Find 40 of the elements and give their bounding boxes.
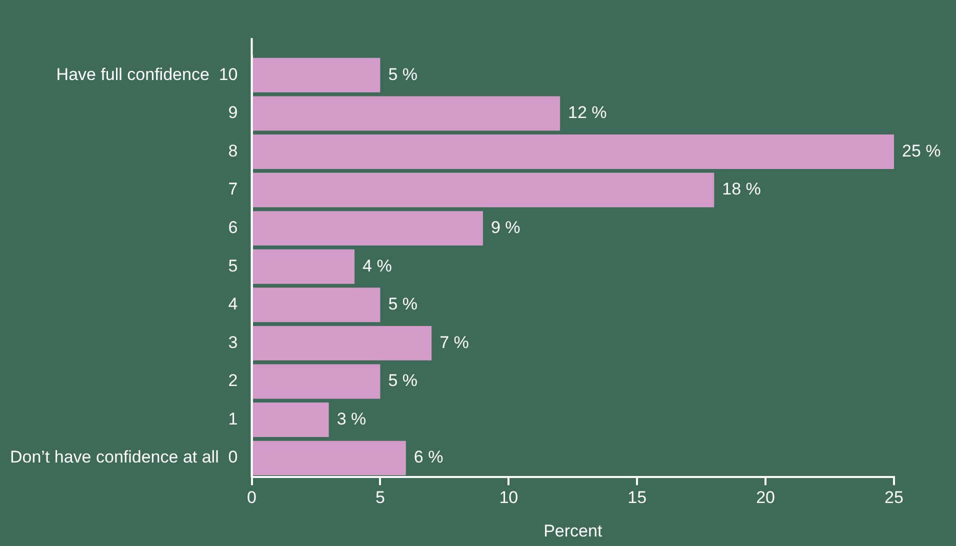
x-tick-label: 15 [628,488,647,508]
x-tick-label: 0 [247,488,256,508]
bar [252,402,329,437]
y-tick-label: 9 [228,103,238,122]
data-label: 5 % [388,294,418,314]
bar [252,364,380,399]
data-label: 5 % [388,64,418,84]
y-tick-label: 1 [228,409,238,428]
bar [252,134,894,169]
data-label: 25 % [902,141,941,160]
y-tick-label: 7 [228,180,238,199]
bar [252,249,355,284]
bar [252,326,432,360]
y-tick-label: Have full confidence 10 [56,64,238,84]
y-tick-label: 8 [228,141,238,160]
y-tick-label: 2 [228,371,238,390]
y-tick-label: Don’t have confidence at all 0 [10,448,238,467]
y-tick-label: 5 [228,256,238,276]
x-tick-label: 5 [375,488,385,508]
data-label: 18 % [722,180,761,199]
x-tick-label: 10 [499,488,518,508]
data-label: 9 % [490,218,520,237]
bar [252,96,560,131]
y-tick-label: 4 [228,294,238,314]
data-label: 6 % [414,448,444,467]
bar [252,58,380,92]
x-tick-label: 25 [884,488,904,508]
bar [252,172,714,208]
y-tick-label: 3 [228,332,238,352]
data-label: 12 % [568,103,607,122]
data-label: 7 % [440,332,469,352]
data-label: 4 % [362,256,392,276]
x-axis-title: Percent [544,521,602,540]
y-tick-label: 6 [228,218,238,237]
bar [252,440,406,476]
bar [252,211,483,246]
data-label: 3 % [336,409,366,428]
data-label: 5 % [388,371,418,390]
x-tick-label: 20 [756,488,776,508]
bar [252,288,380,322]
